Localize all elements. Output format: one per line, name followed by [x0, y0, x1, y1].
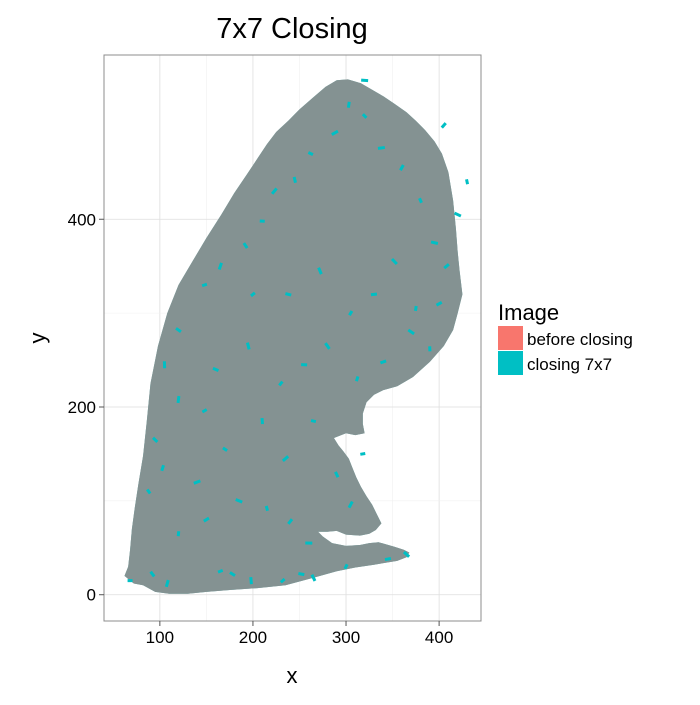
closing-filled-pixel: [390, 257, 398, 266]
closing-filled-pixel: [305, 541, 313, 545]
legend-title: Image: [498, 300, 559, 325]
closing-filled-pixel: [361, 78, 369, 83]
closing-filled-pixel: [176, 395, 181, 404]
x-tick-layer: 100 200 300 400: [146, 621, 453, 647]
y-tick-layer: 0 200 400: [68, 210, 104, 605]
legend-label-before-closing: before closing: [527, 330, 633, 349]
closing-filled-pixel: [222, 446, 228, 452]
closing-filled-pixel: [292, 176, 297, 184]
closing-filled-pixel: [430, 240, 439, 245]
closing-filled-pixel: [370, 292, 378, 297]
closing-filled-pixel: [149, 570, 156, 578]
closing-filled-pixel: [399, 164, 405, 171]
closing-filled-pixel: [440, 122, 447, 129]
legend-label-closing-7x7: closing 7x7: [527, 355, 612, 374]
closing-filled-pixel: [193, 479, 201, 485]
closing-filled-pixel: [402, 550, 411, 558]
closing-filled-pixel: [343, 563, 349, 570]
closing-filled-pixel: [162, 361, 167, 369]
closing-filled-pixel: [347, 500, 354, 509]
chart-title: 7x7 Closing: [216, 13, 368, 45]
y-axis-title: y: [25, 333, 50, 344]
series-before-overlay: [124, 79, 463, 594]
closing-filled-pixel: [203, 516, 210, 523]
closing-filled-pixel: [377, 145, 386, 150]
x-tick-label: 200: [239, 628, 267, 647]
closing-filled-pixel: [443, 263, 450, 270]
closing-filled-pixel: [334, 471, 340, 478]
closing-filled-pixel: [201, 282, 208, 288]
closing-filled-pixel: [307, 151, 314, 156]
closing-filled-pixel: [249, 577, 253, 585]
closing-filled-pixel: [235, 498, 243, 504]
closing-filled-pixel: [413, 305, 418, 312]
closing-filled-pixel: [310, 419, 317, 424]
closing-filled-pixel: [164, 579, 170, 588]
closing-filled-pixel: [175, 327, 182, 333]
y-tick-label: 0: [87, 586, 96, 605]
closing-filled-pixel: [317, 267, 323, 275]
closing-filled-pixel: [260, 417, 264, 425]
closing-filled-pixel: [301, 363, 308, 367]
closing-filled-pixel: [354, 375, 360, 382]
closing-filled-pixel: [245, 342, 251, 350]
closing-filled-pixel: [453, 211, 462, 218]
closing-filled-pixel: [418, 197, 423, 204]
closing-filled-pixel: [428, 346, 432, 352]
closing-filled-pixel: [259, 219, 265, 223]
closing-filled-pixel: [127, 579, 133, 583]
legend-swatch-before-closing: [498, 326, 523, 350]
closing-filled-pixel: [176, 531, 181, 537]
x-axis-title: x: [287, 663, 298, 688]
closing-filled-pixel: [361, 113, 368, 119]
closing-filled-pixel: [435, 301, 443, 307]
closing-filled-pixel: [201, 408, 208, 414]
closing-filled-pixel: [331, 129, 339, 136]
y-tick-label: 400: [68, 210, 96, 229]
closing-filled-pixel: [298, 572, 305, 577]
closing-filled-pixel: [324, 342, 331, 350]
closing-filled-pixel: [384, 557, 392, 562]
legend: Image before closing closing 7x7: [498, 300, 633, 375]
x-tick-label: 300: [332, 628, 360, 647]
closing-filled-pixel: [407, 328, 415, 336]
closing-filled-pixel: [242, 242, 249, 249]
closing-filled-pixel: [217, 568, 224, 574]
closing-filled-pixel: [285, 292, 292, 297]
closing-filled-pixel: [160, 464, 165, 472]
closing-filled-pixel: [360, 452, 366, 456]
closing-filled-pixel: [310, 574, 317, 582]
closing-filled-pixel: [465, 178, 470, 185]
legend-swatch-closing-7x7: [498, 351, 523, 375]
closing-filled-pixel: [229, 571, 236, 577]
closing-filled-pixel: [281, 455, 290, 463]
closing-filled-pixel: [250, 291, 256, 298]
closing-filled-pixel: [379, 359, 387, 365]
closing-filled-pixel: [270, 187, 278, 195]
closing-filled-pixel: [279, 577, 286, 584]
closing-filled-pixel: [151, 436, 159, 444]
closing-filled-pixel: [145, 488, 152, 495]
closing-filled-pixel: [278, 380, 284, 387]
series-layer: [124, 78, 470, 594]
closing-filled-pixel: [217, 262, 223, 270]
closing-filled-pixel: [346, 101, 351, 108]
closing-filled-pixel: [287, 518, 294, 525]
plot-border: [103, 54, 482, 622]
x-tick-label: 100: [146, 628, 174, 647]
closing-filled-pixel: [212, 366, 220, 372]
closing-filled-pixel: [264, 505, 269, 512]
y-tick-label: 200: [68, 398, 96, 417]
x-tick-label: 400: [425, 628, 453, 647]
closing-filled-pixel: [348, 310, 354, 317]
